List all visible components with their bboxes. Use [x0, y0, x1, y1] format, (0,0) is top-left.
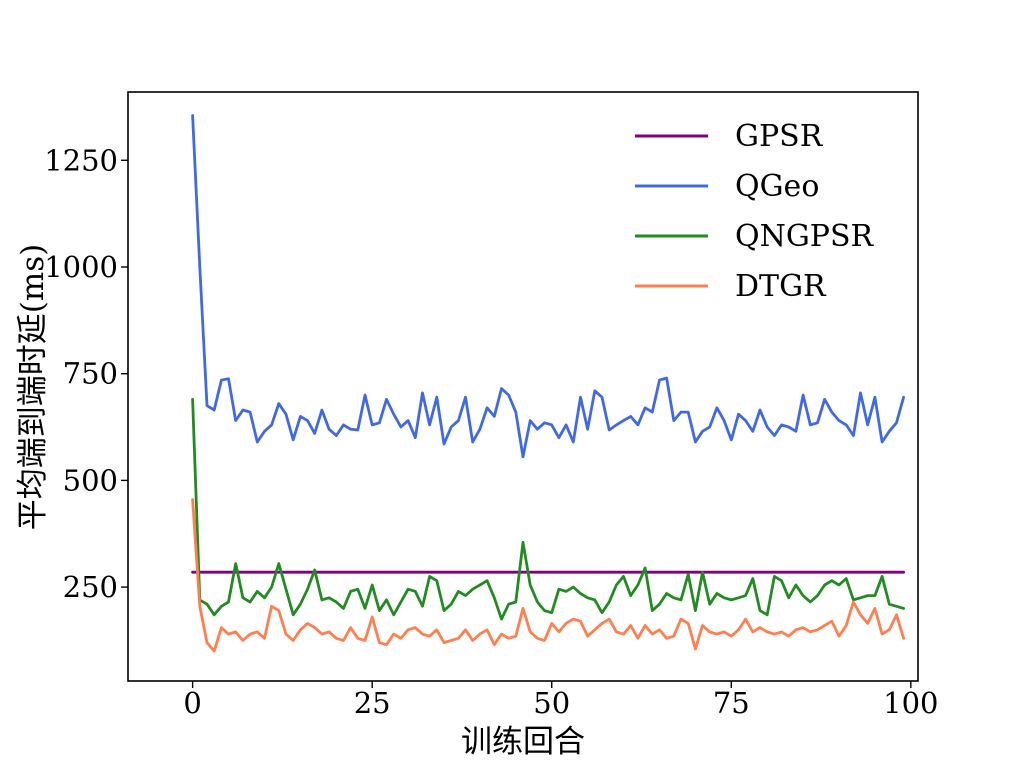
y-tick-label: 250 [63, 570, 118, 604]
axes-frame [127, 91, 919, 682]
series-line-dtgr [191, 498, 905, 653]
legend-label-dtgr: DTGR [735, 269, 827, 304]
x-axis-title: 训练回合 [461, 724, 585, 760]
y-tick-label: 750 [63, 357, 118, 391]
x-tick-label: 50 [533, 686, 570, 720]
y-tick-label: 500 [63, 463, 118, 497]
legend-label-qgeo: QGeo [735, 169, 819, 204]
legend-label-qngpsr: QNGPSR [735, 219, 875, 254]
y-tick-label: 1250 [44, 143, 118, 177]
y-tick-label: 1000 [44, 250, 118, 284]
x-axis-ticks: 0 25 50 75 100 [183, 681, 938, 720]
series-line-qgeo [191, 114, 905, 459]
x-tick-label: 25 [354, 686, 391, 720]
plot-lines [191, 114, 905, 653]
legend: GPSR QGeo QNGPSR DTGR [635, 119, 875, 304]
series-line-qngpsr [191, 397, 905, 621]
x-tick-label: 75 [713, 686, 750, 720]
y-axis-ticks: 250 500 750 1000 1250 [44, 143, 128, 604]
legend-label-gpsr: GPSR [735, 119, 824, 154]
x-tick-label: 100 [883, 686, 938, 720]
x-tick-label: 0 [183, 686, 201, 720]
y-axis-title: 平均端到端时延(ms) [15, 244, 51, 531]
